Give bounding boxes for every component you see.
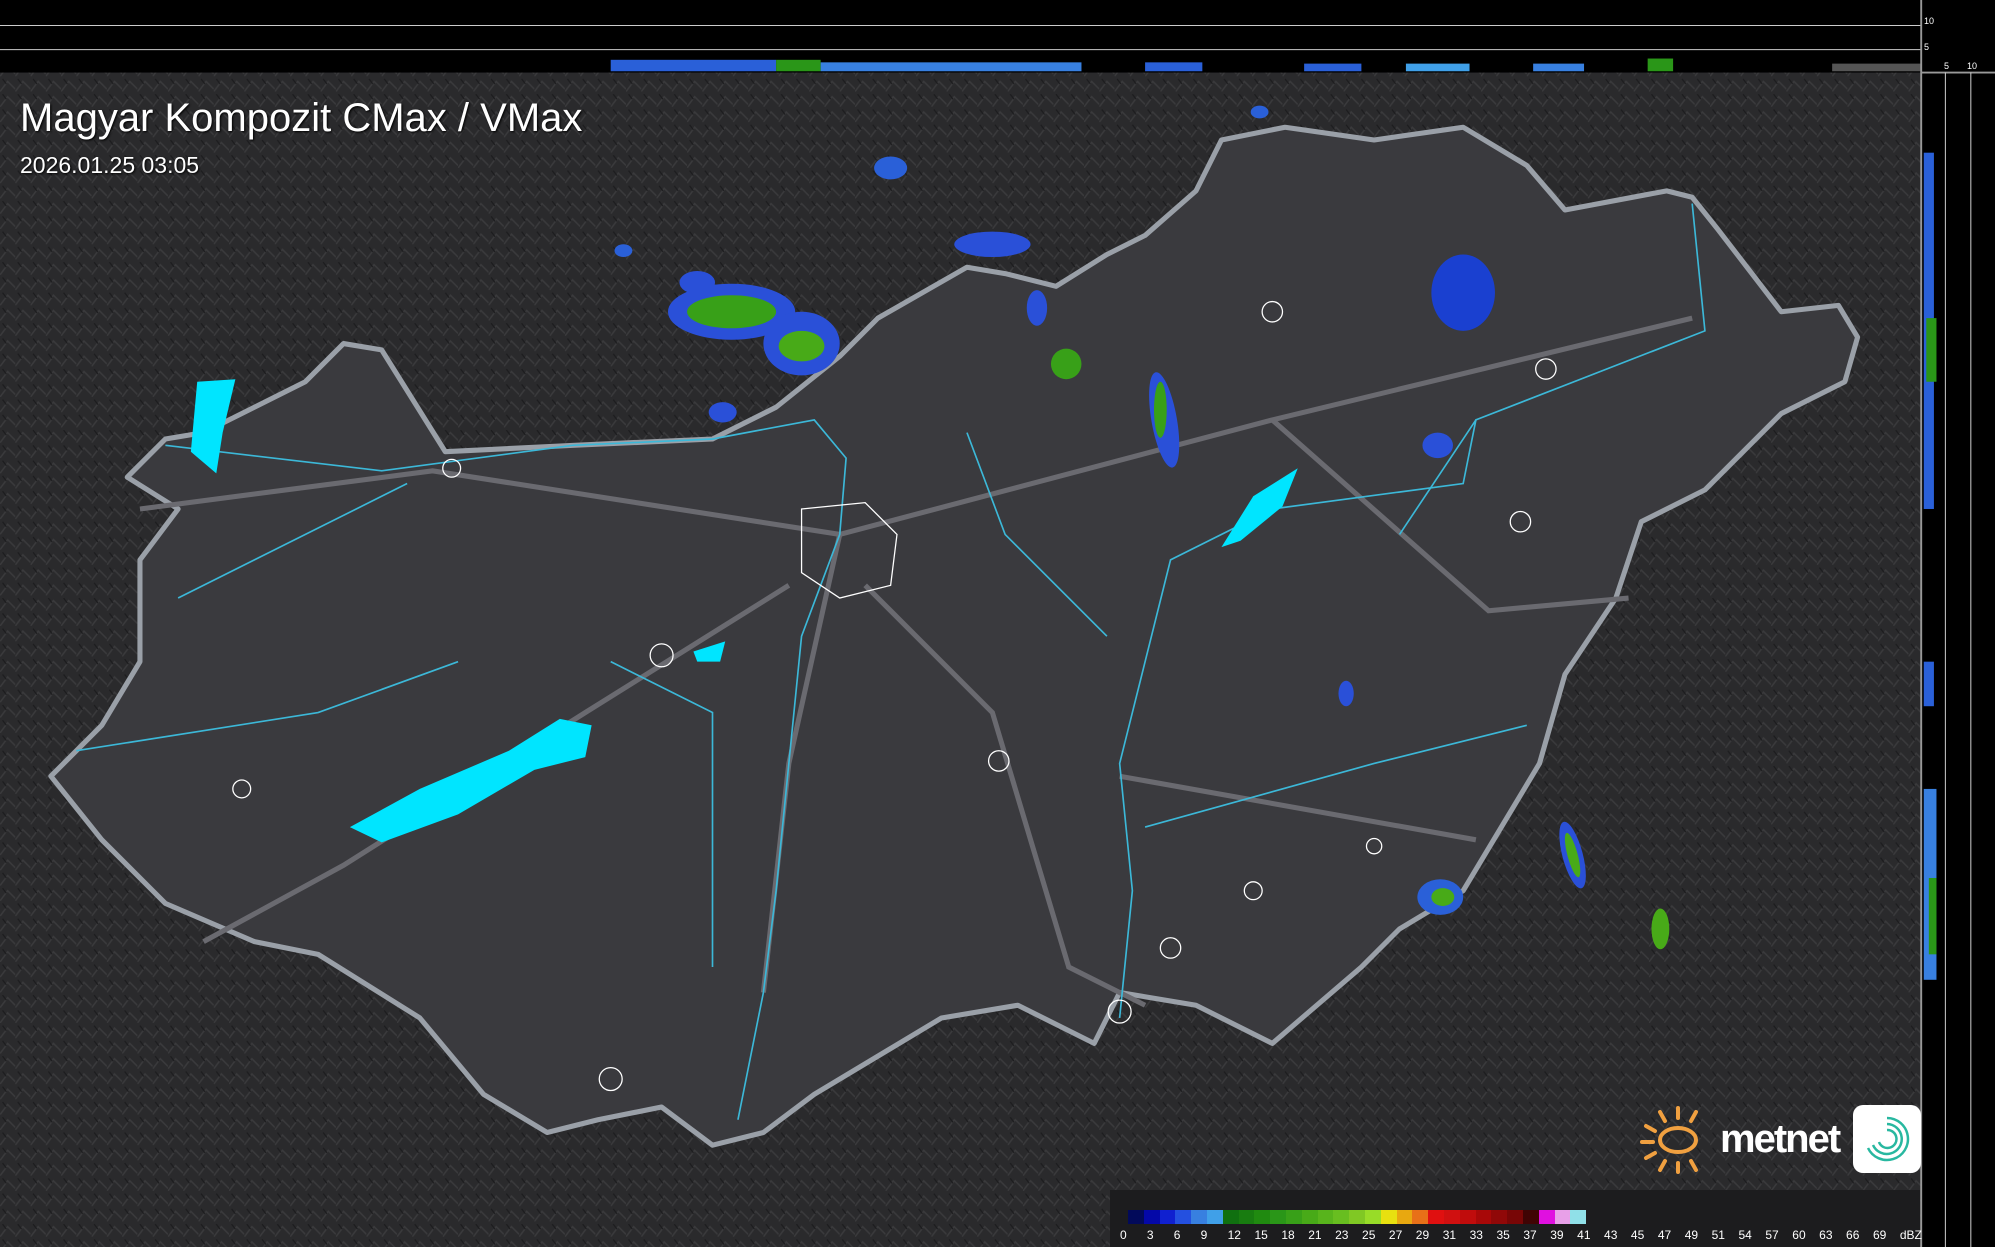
legend-label: 51: [1711, 1228, 1725, 1242]
legend-label: 49: [1684, 1228, 1699, 1242]
legend-swatch: [1143, 1210, 1160, 1224]
legend-swatch: [1159, 1210, 1176, 1224]
spiral-logo-icon: [1853, 1105, 1922, 1173]
legend-label: 39: [1550, 1228, 1564, 1242]
legend-label: 47: [1657, 1228, 1672, 1242]
legend-swatch: [1238, 1210, 1255, 1224]
legend-label: 35: [1496, 1228, 1510, 1242]
top-profile-echoes: [610, 58, 1922, 72]
legend-label: 25: [1362, 1228, 1376, 1242]
sun-icon: [1640, 1106, 1698, 1174]
legend-label: 66: [1846, 1228, 1860, 1242]
legend-swatch: [1349, 1210, 1365, 1224]
legend-swatch: [1380, 1210, 1397, 1224]
legend-swatch: [1333, 1210, 1350, 1224]
legend-swatch: [1554, 1210, 1571, 1224]
legend-label: 23: [1335, 1228, 1349, 1242]
legend-swatch: [1412, 1210, 1429, 1224]
legend-swatch: [1364, 1210, 1381, 1224]
legend-unit: dBZ: [1899, 1228, 1922, 1242]
legend-swatch: [1317, 1210, 1334, 1224]
rivers: [76, 203, 1706, 1120]
legend-label: 31: [1442, 1228, 1457, 1242]
legend-swatch: [1222, 1210, 1239, 1224]
legend-swatch: [1428, 1210, 1444, 1224]
timestamp: 2026.01.25 03:05: [20, 152, 200, 178]
lake-tisza: [1221, 468, 1298, 548]
legend-label: 3: [1146, 1228, 1154, 1242]
lake-velence: [693, 641, 726, 662]
legend-swatch: [1443, 1210, 1460, 1224]
legend-swatches: [1128, 1210, 1587, 1224]
legend-swatch: [1491, 1210, 1508, 1224]
legend-swatch: [1128, 1210, 1144, 1224]
dbz-color-legend: 0 3 6 9 12 15 18 21 23 25 27 29 31 33 35 37 39 41 43 45 47 49…: [1110, 1190, 1922, 1247]
legend-swatch: [1191, 1210, 1207, 1224]
legend-label: 29: [1415, 1228, 1430, 1242]
legend-label: 69: [1872, 1228, 1887, 1242]
legend-labels: 0 3 6 9 12 15 18 21 23 25 27 29 31 33 35 37 39 41 43 45 47 49…: [1120, 1228, 1927, 1242]
legend-swatch: [1285, 1210, 1302, 1224]
lakes: [190, 379, 1298, 843]
side-axis-tick: 10: [1967, 61, 1978, 71]
legend-label: 63: [1819, 1228, 1833, 1242]
legend-label: 9: [1200, 1228, 1208, 1242]
legend-swatch: [1301, 1210, 1318, 1224]
legend-swatch: [1475, 1210, 1492, 1224]
legend-label: 43: [1604, 1228, 1618, 1242]
brand-logo: metnet: [1636, 1104, 1922, 1174]
legend-swatch: [1175, 1210, 1192, 1224]
map-title: Magyar Kompozit CMax / VMax: [20, 96, 583, 140]
top-profile-strip: [0, 0, 1922, 73]
legend-label: 54: [1738, 1228, 1752, 1242]
legend-label: 37: [1523, 1228, 1537, 1242]
legend-swatch: [1396, 1210, 1413, 1224]
legend-label: 0: [1120, 1228, 1127, 1242]
legend-swatch: [1459, 1210, 1476, 1224]
legend-swatch: [1507, 1210, 1523, 1224]
legend-label: 18: [1281, 1228, 1295, 1242]
legend-label: 57: [1765, 1228, 1779, 1242]
legend-swatch: [1270, 1210, 1286, 1224]
legend-swatch: [1570, 1210, 1587, 1224]
hungary-land: [48, 124, 1861, 1148]
top-axis-tick: 10: [1924, 16, 1935, 26]
legend-swatch: [1254, 1210, 1271, 1224]
legend-swatch: [1206, 1210, 1223, 1224]
lake-balaton: [349, 718, 592, 843]
settlement-outlines: [232, 300, 1557, 1092]
legend-swatch: [1522, 1210, 1539, 1224]
legend-label: 45: [1630, 1228, 1645, 1242]
radar-echoes: [614, 105, 1670, 950]
side-profile-echoes: [1923, 152, 1937, 980]
legend-label: 60: [1792, 1228, 1806, 1242]
legend-label: 15: [1254, 1228, 1268, 1242]
legend-label: 27: [1388, 1228, 1403, 1242]
side-axis-tick: 5: [1944, 61, 1950, 71]
legend-label: 6: [1173, 1228, 1181, 1242]
legend-label: 33: [1469, 1228, 1483, 1242]
legend-label: 41: [1577, 1228, 1591, 1242]
legend-label: 12: [1227, 1228, 1241, 1242]
top-axis-tick: 5: [1924, 42, 1930, 52]
brand-name: metnet: [1720, 1116, 1841, 1161]
legend-swatch: [1538, 1210, 1555, 1224]
legend-label: 21: [1308, 1228, 1322, 1242]
lake-neusiedl: [190, 379, 236, 474]
